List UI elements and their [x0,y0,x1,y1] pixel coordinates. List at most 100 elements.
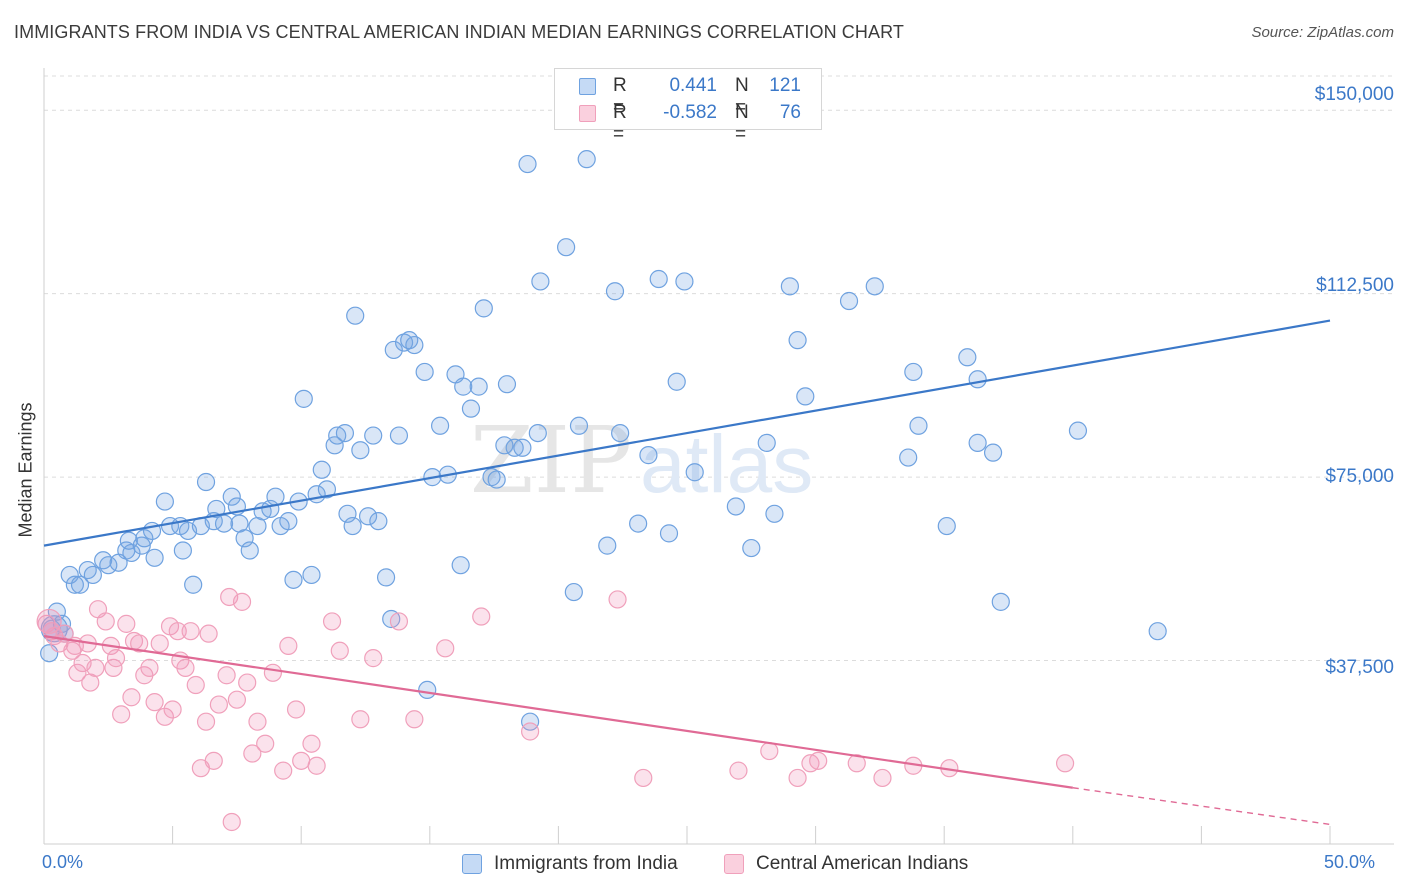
point-central-american [292,751,311,770]
point-central-american [1055,754,1075,773]
point-india [266,487,285,506]
point-central-american [140,658,159,677]
point-india [358,507,378,526]
legend-label-india: Immigrants from India [494,853,678,874]
point-central-american [364,649,383,668]
point-india [214,514,234,533]
point-central-american [222,812,241,832]
point-central-american [248,712,267,731]
point-india [196,472,216,492]
point-india [65,575,84,594]
point-india [145,548,164,567]
series-central-american-indians [36,587,1075,832]
point-central-american [436,639,455,658]
point-india [611,423,630,443]
point-india [369,512,388,531]
point-central-american [729,761,748,780]
point-central-american [263,663,283,682]
point-india [765,504,784,523]
r-label: R = [613,102,627,145]
point-india [83,565,102,585]
point-central-american [122,688,141,707]
point-india [639,446,658,465]
point-central-american [217,666,236,685]
point-central-american [256,734,275,753]
y-tick-label-150000: $150,000 [1314,84,1394,105]
n-value: 76 [779,102,801,123]
point-central-american [847,754,866,773]
point-india [155,492,174,511]
point-central-american [163,700,182,719]
watermark: ZIP atlas [470,407,813,514]
point-central-american-cluster [36,608,62,635]
point-central-american [760,741,779,761]
point-india [415,362,434,382]
legend-swatch-india [579,78,596,95]
n-label: N = [735,75,749,118]
x-tick-label-min: 0.0% [42,852,84,872]
y-tick-label-75000: $75,000 [1325,466,1394,487]
point-central-american [227,690,246,709]
legend-swatch-india [462,854,482,874]
point-india [521,712,540,731]
point-india [405,335,424,355]
point-central-american [472,607,491,626]
point-central-american [96,612,115,631]
point-central-american [209,695,228,714]
point-india [351,441,370,460]
trend-lines [43,319,1331,826]
r-value: 0.441 [669,75,717,96]
point-central-american [286,700,306,719]
point-central-american [176,658,195,677]
source-label: Source: ZipAtlas.com [1251,24,1394,41]
point-central-american [106,649,126,668]
chart-title: IMMIGRANTS FROM INDIA VS CENTRAL AMERICA… [14,22,904,42]
point-india [788,331,807,350]
point-india [302,565,321,585]
point-india [376,568,396,587]
point-central-american [322,612,342,631]
point-central-american [302,734,321,753]
point-india [605,282,625,301]
point-central-american [405,710,424,729]
legend-swatch-central-american [579,105,596,122]
point-india [968,433,987,452]
point-india [173,541,192,560]
point-india [294,389,313,408]
point-india [780,277,799,296]
point-central-american [608,590,627,609]
point-india [659,524,679,543]
point-central-american [199,624,218,643]
trend-line-central-american-extension [1072,787,1331,826]
point-india [742,538,761,558]
point-india [346,306,365,325]
point-india [487,470,506,489]
point-india [317,480,337,499]
point-central-american [130,634,149,653]
point-central-american [204,751,223,770]
point-central-american [68,663,87,682]
point-india [968,370,987,389]
point-central-american [634,768,653,788]
point-india [904,362,923,382]
point-india [94,551,113,570]
point-india [389,426,409,445]
point-central-american [788,768,807,788]
point-central-american [274,761,293,780]
point-central-american [117,614,136,633]
point-india [569,416,589,435]
point-india [78,560,97,580]
point-india [839,291,859,311]
point-india [70,575,90,594]
point-india [461,399,481,418]
y-tick-label-112500: $112,500 [1316,275,1394,296]
point-india [364,426,383,445]
point-india [312,460,331,479]
point-india [1068,421,1088,440]
point-india [557,238,576,257]
point-central-american [150,634,169,653]
legend-swatch-central-american [724,854,744,874]
point-central-american [155,707,174,726]
point-central-american [181,622,200,641]
